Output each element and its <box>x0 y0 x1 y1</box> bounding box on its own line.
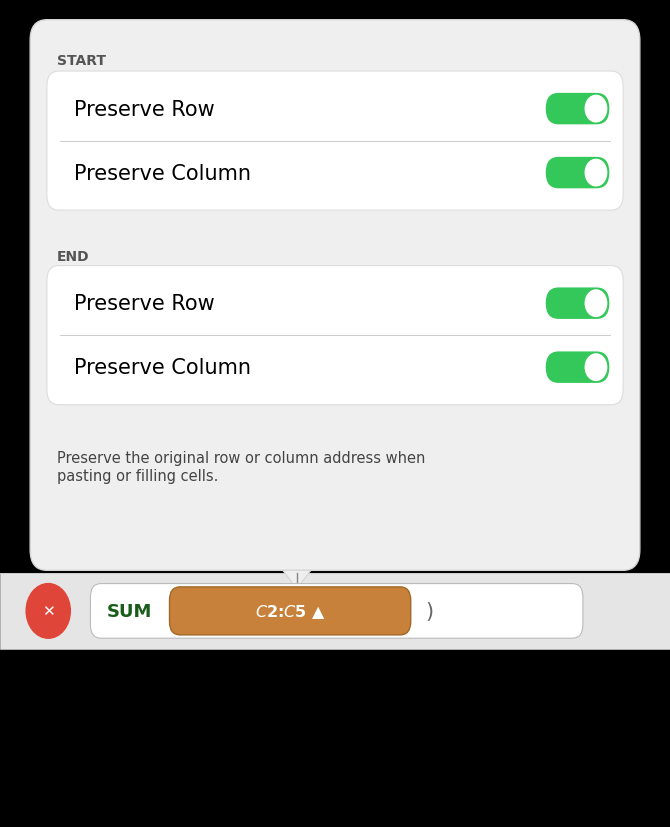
Text: Preserve the original row or column address when
pasting or filling cells.: Preserve the original row or column addr… <box>57 451 425 483</box>
FancyBboxPatch shape <box>545 288 609 319</box>
Text: SUM: SUM <box>107 602 152 620</box>
Text: END: END <box>57 250 90 264</box>
Bar <box>0 645 670 827</box>
FancyBboxPatch shape <box>545 352 609 384</box>
Text: Preserve Row: Preserve Row <box>74 99 214 119</box>
FancyBboxPatch shape <box>545 93 609 125</box>
Text: ): ) <box>425 601 433 621</box>
FancyBboxPatch shape <box>30 21 640 571</box>
FancyBboxPatch shape <box>47 72 623 211</box>
FancyBboxPatch shape <box>47 266 623 405</box>
Circle shape <box>26 584 70 638</box>
Text: START: START <box>57 54 106 68</box>
Text: Preserve Column: Preserve Column <box>74 358 251 378</box>
Text: ✕: ✕ <box>42 604 55 619</box>
Bar <box>0 573 670 649</box>
Text: Preserve Row: Preserve Row <box>74 294 214 313</box>
Circle shape <box>585 160 607 187</box>
FancyBboxPatch shape <box>170 587 411 635</box>
Text: Preserve Column: Preserve Column <box>74 164 251 184</box>
Polygon shape <box>283 571 311 589</box>
FancyBboxPatch shape <box>545 158 609 189</box>
Circle shape <box>585 355 607 381</box>
Text: $C$2:$C$5 ▲: $C$2:$C$5 ▲ <box>255 602 326 620</box>
FancyBboxPatch shape <box>90 584 583 638</box>
Circle shape <box>585 290 607 317</box>
Circle shape <box>585 96 607 122</box>
Bar <box>0 573 670 575</box>
